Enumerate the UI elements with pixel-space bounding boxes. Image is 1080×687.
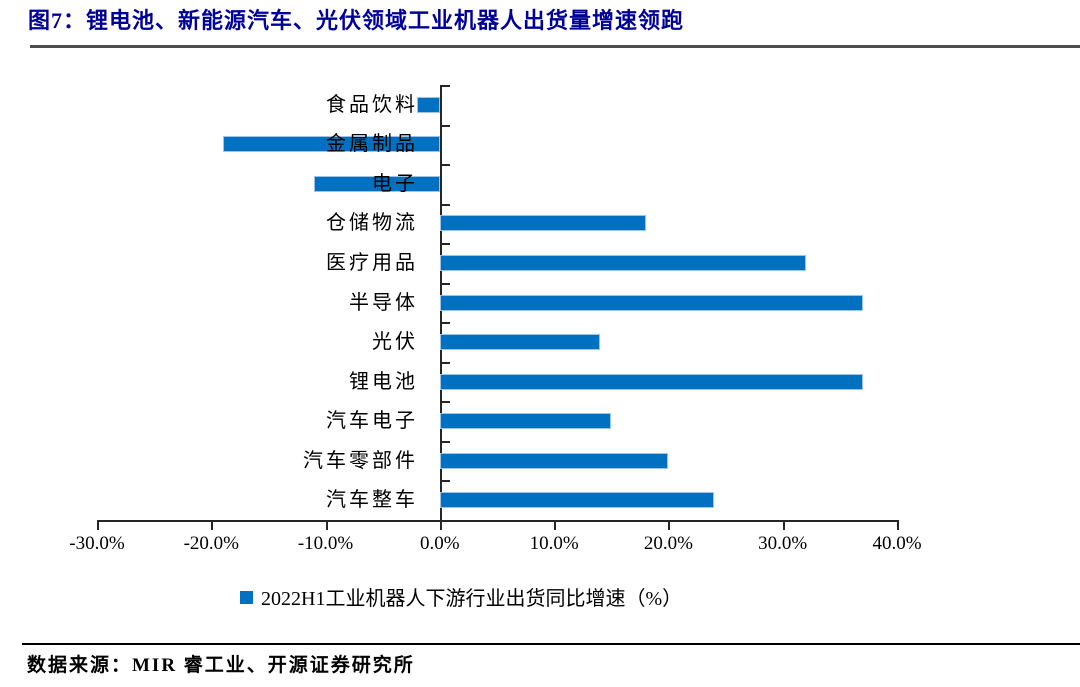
category-label: 半导体 bbox=[349, 291, 418, 314]
x-tick bbox=[325, 522, 328, 530]
category-tick bbox=[441, 282, 450, 285]
category-tick bbox=[441, 85, 450, 87]
x-tick bbox=[439, 522, 442, 530]
category-label: 金属制品 bbox=[326, 133, 418, 156]
x-tick-label: 0.0% bbox=[420, 533, 460, 554]
bar bbox=[439, 294, 863, 311]
category-label: 电子 bbox=[372, 172, 418, 195]
category-label: 汽车整车 bbox=[326, 489, 418, 512]
category-tick bbox=[441, 480, 450, 483]
x-tick-label: 20.0% bbox=[643, 533, 693, 554]
category-tick bbox=[441, 440, 450, 443]
figure-title: 图7：锂电池、新能源汽车、光伏领域工业机器人出货量增速领跑 bbox=[28, 8, 685, 33]
category-label: 医疗用品 bbox=[326, 251, 418, 274]
category-label: 汽车电子 bbox=[326, 410, 418, 433]
category-label: 食品饮料 bbox=[326, 93, 418, 116]
x-tick bbox=[97, 522, 99, 530]
bar bbox=[439, 254, 806, 271]
x-tick bbox=[554, 522, 557, 530]
footer-divider bbox=[22, 643, 1080, 645]
legend-label: 2022H1工业机器人下游行业出货同比增速（%） bbox=[261, 588, 683, 610]
legend-swatch-icon bbox=[240, 591, 253, 604]
x-axis-line bbox=[97, 520, 899, 522]
bar bbox=[439, 452, 669, 469]
x-tick-label: -20.0% bbox=[183, 533, 239, 554]
x-tick-label: -10.0% bbox=[297, 533, 354, 554]
bar bbox=[439, 413, 612, 430]
category-tick bbox=[441, 401, 450, 404]
x-tick bbox=[897, 522, 899, 530]
x-tick bbox=[668, 522, 671, 530]
x-tick-label: 40.0% bbox=[872, 533, 922, 554]
category-label: 光伏 bbox=[372, 331, 418, 354]
data-source: 数据来源：MIR 睿工业、开源证券研究所 bbox=[27, 655, 415, 676]
category-tick bbox=[441, 361, 450, 364]
bar bbox=[439, 373, 863, 390]
category-tick bbox=[441, 164, 450, 167]
bar bbox=[439, 215, 646, 232]
bar bbox=[314, 175, 440, 192]
bar bbox=[222, 136, 440, 153]
category-tick bbox=[441, 124, 450, 127]
bar bbox=[439, 492, 715, 509]
category-tick bbox=[441, 322, 450, 325]
x-tick-label: 10.0% bbox=[529, 533, 579, 554]
category-label: 锂电池 bbox=[349, 370, 418, 393]
x-tick bbox=[782, 522, 785, 530]
title-divider bbox=[30, 45, 1080, 48]
bar bbox=[417, 96, 440, 113]
x-tick-label: 30.0% bbox=[758, 533, 808, 554]
bar bbox=[439, 334, 600, 351]
category-tick bbox=[441, 203, 450, 206]
x-tick-label: -30.0% bbox=[69, 533, 125, 554]
category-tick bbox=[441, 243, 450, 246]
category-label: 汽车零部件 bbox=[303, 449, 418, 472]
chart-legend: 2022H1工业机器人下游行业出货同比增速（%） bbox=[240, 582, 682, 611]
x-tick bbox=[211, 522, 214, 530]
category-label: 仓储物流 bbox=[326, 212, 418, 235]
